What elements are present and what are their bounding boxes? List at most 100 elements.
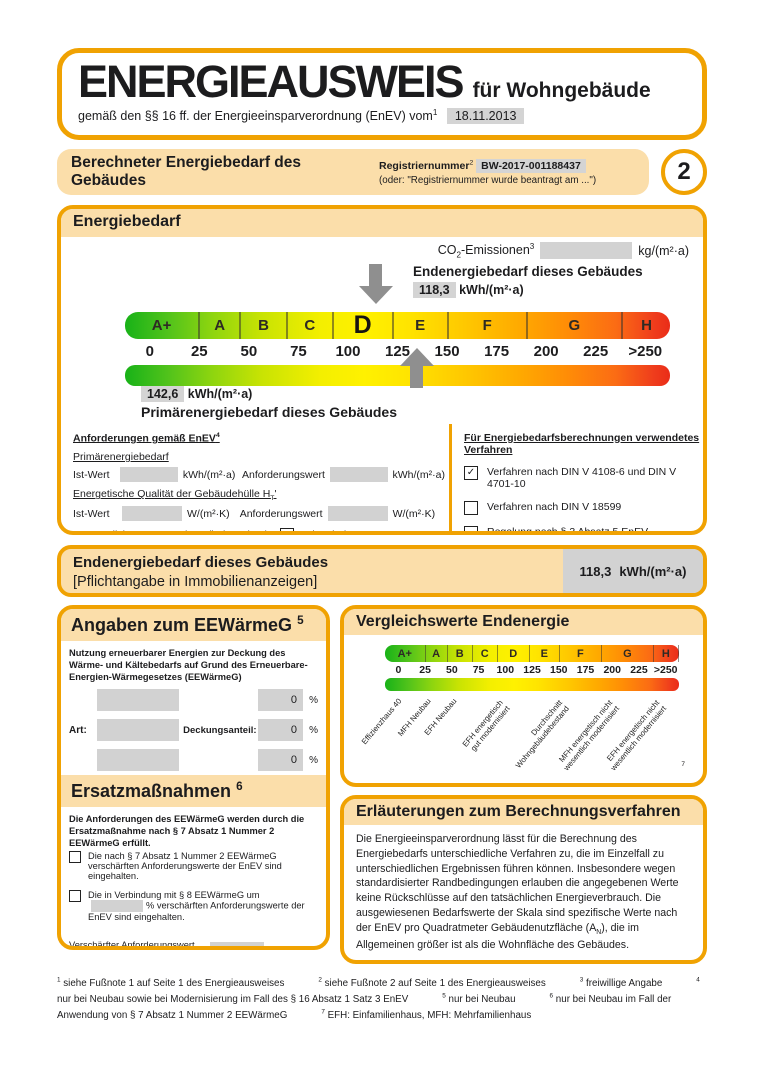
method-label: Verfahren nach DIN V 18599 bbox=[487, 500, 622, 513]
scale-tick-50: 50 bbox=[240, 343, 258, 361]
scale-letter-A: A bbox=[200, 311, 242, 339]
footnote-ref-3: 3 bbox=[529, 242, 535, 251]
co2-label: CO2-Emissionen3 bbox=[437, 242, 535, 260]
footnote-1: 1 siehe Fußnote 1 auf Seite 1 des Energi… bbox=[57, 976, 285, 989]
renewable-type-field[interactable] bbox=[97, 719, 180, 742]
energy-scale-gradient-bar bbox=[125, 364, 670, 386]
energy-scale-letter-bar: A+ A B C D E F G H bbox=[125, 311, 670, 339]
co2-unit: kg/(m²·a) bbox=[638, 243, 689, 258]
method-label: Regelung nach § 3 Absatz 5 EnEV bbox=[487, 525, 649, 535]
coverage-value-field[interactable]: 0 bbox=[257, 749, 304, 772]
scale-tick-225: 225 bbox=[630, 664, 648, 676]
method-option: Verfahren nach DIN V 18599 bbox=[464, 500, 703, 515]
primary-energy-label: Primärenergiebedarf dieses Gebäudes bbox=[141, 403, 397, 420]
anforderungswert-unit: kWh/(m²·a) bbox=[392, 468, 446, 481]
ist-wert-field[interactable] bbox=[122, 506, 182, 522]
co2-value-field[interactable] bbox=[540, 242, 633, 260]
scale-tick-75: 75 bbox=[472, 664, 485, 676]
ersatzmassnahmen-header: Ersatzmaßnahmen 6 bbox=[61, 775, 326, 808]
footnote-5: 5 nur bei Neubau bbox=[442, 992, 516, 1005]
method-heading: Für Energiebedarfsberechnungen verwendet… bbox=[464, 431, 700, 456]
scale-tick-0: 0 bbox=[145, 343, 154, 361]
ersatz-option: Die nach § 7 Absatz 1 Nummer 2 EEWärmeG … bbox=[69, 851, 318, 881]
scale-tick-100: 100 bbox=[496, 664, 515, 676]
ersatz-checkbox-0[interactable] bbox=[69, 851, 81, 864]
method-option: ✓ Verfahren nach DIN V 4108-6 und DIN V 4… bbox=[464, 465, 703, 490]
footnote-ref-1: 1 bbox=[432, 107, 438, 117]
scale-tick-50: 50 bbox=[445, 664, 458, 676]
anforderungswert-label: Anforderungswert bbox=[239, 507, 323, 520]
eewaermeg-row: Art: Deckungsanteil: 0% bbox=[69, 715, 318, 745]
footnote-4: 4 nur bei Neubau sowie bei Modernisierun… bbox=[57, 976, 700, 1005]
explanation-body: Die Energieeinsparverordnung lässt für d… bbox=[356, 833, 679, 951]
enev-date-field[interactable]: 18.11.2013 bbox=[446, 107, 525, 124]
coverage-value-field[interactable]: 0 bbox=[257, 719, 304, 742]
section-title-bar: Berechneter Energiebedarf des Gebäudes R… bbox=[57, 149, 649, 195]
ersatz-label: Die in Verbindung mit § 8 EEWärmeG um % … bbox=[88, 890, 305, 923]
co2-row: CO2-Emissionen3 kg/(m²·a) bbox=[61, 242, 689, 260]
footnote-ref-5: 5 bbox=[297, 614, 304, 627]
method-checkbox-1[interactable] bbox=[464, 500, 478, 515]
summer-heat-protection-label: Sommerlicher Wärmeschutz (bei Neubau) bbox=[73, 529, 268, 531]
scale-tick-175: 175 bbox=[576, 664, 595, 676]
eewaermeg-row: 0% bbox=[69, 685, 318, 715]
scale-tick-25: 25 bbox=[190, 343, 208, 361]
ist-wert-label: Ist-Wert bbox=[73, 468, 110, 481]
scale-letter-C: C bbox=[288, 311, 334, 339]
law-line: gemäß den §§ 16 ff. der Energieeinsparve… bbox=[78, 108, 686, 124]
registration-line: Registriernummer2 BW-2017-001188437 bbox=[379, 158, 635, 173]
scale-letter-G: G bbox=[602, 645, 654, 662]
explanation-section: Erläuterungen zum Berechnungsverfahren D… bbox=[340, 795, 707, 964]
endenergy-summary-value: 118,3 kWh/(m²·a) bbox=[563, 549, 703, 593]
scale-letter-H: H bbox=[641, 316, 652, 334]
scale-letter-F: F bbox=[449, 311, 528, 339]
footnote-ref-4: 4 bbox=[215, 431, 220, 439]
envelope-quality-subheading: Energetische Qualität der Gebäudehülle H… bbox=[73, 488, 277, 503]
deckungsanteil-label: Deckungsanteil: bbox=[183, 724, 257, 736]
summer-heat-protection-checkbox[interactable] bbox=[280, 528, 295, 531]
renewable-type-field[interactable] bbox=[97, 749, 180, 772]
scale-tick-200: 200 bbox=[533, 343, 559, 361]
scale-tick-125: 125 bbox=[523, 664, 541, 676]
endenergy-summary-unit: kWh/(m²·a) bbox=[619, 563, 687, 579]
footnote-7: 7 EFH: Einfamilienhaus, MFH: Mehrfamilie… bbox=[321, 1008, 532, 1021]
ist-wert-label: Ist-Wert bbox=[73, 507, 110, 520]
document-subtitle: für Wohngebäude bbox=[472, 79, 651, 102]
footnote-3: 3 freiwillige Angabe bbox=[579, 976, 663, 989]
scale-tick-200: 200 bbox=[603, 664, 621, 676]
method-checkbox-2[interactable] bbox=[464, 525, 478, 531]
comparison-scale: A+ A B C D E F G H 0 25 50 75 100 125 150 175 200 225 >250 bbox=[385, 645, 679, 691]
scale-tick-0: 0 bbox=[395, 664, 402, 676]
energy-scale: A+ A B C D E F G H 0 25 50 75 100 125 150 175 200 225 >250 bbox=[125, 311, 670, 386]
anforderungswert-field[interactable] bbox=[327, 506, 388, 522]
ersatz-percent-field[interactable] bbox=[91, 900, 143, 913]
primary-energy-marker-arrow-icon bbox=[399, 347, 434, 388]
comparison-label: Effizienzhaus 40 bbox=[359, 696, 404, 747]
ersatz-value-row: Verschärfter Anforderungswert Primärener… bbox=[69, 940, 318, 946]
scale-tick-100: 100 bbox=[335, 343, 361, 361]
ersatzmassnahmen-intro: Die Anforderungen des EEWärmeG werden du… bbox=[69, 814, 305, 849]
comparison-section: Vergleichswerte Endenergie A+ A B C D E F G H 0 2… bbox=[340, 605, 707, 787]
method-checkbox-0[interactable]: ✓ bbox=[464, 465, 478, 480]
ersatz-value-field[interactable] bbox=[210, 942, 264, 946]
requirements-heading: Anforderungen gemäß EnEV4 bbox=[73, 431, 220, 445]
scale-tick-150: 150 bbox=[434, 343, 460, 361]
primary-energy-value-field[interactable]: 142,6 bbox=[141, 385, 185, 402]
renewable-type-field[interactable] bbox=[97, 689, 180, 712]
scale-letter-B: B bbox=[448, 645, 473, 662]
registration-number-field[interactable]: BW-2017-001188437 bbox=[476, 158, 586, 173]
ist-wert-field[interactable] bbox=[120, 467, 178, 483]
ersatz-checkbox-1[interactable] bbox=[69, 890, 81, 903]
scale-tick-225: 225 bbox=[583, 343, 609, 361]
scale-tick-25: 25 bbox=[419, 664, 431, 676]
comparison-scale-ticks: 0 25 50 75 100 125 150 175 200 225 >250 bbox=[385, 662, 679, 678]
footnote-2: 2 siehe Fußnote 2 auf Seite 1 des Energi… bbox=[318, 976, 546, 989]
anforderungswert-label: Anforderungswert bbox=[242, 468, 325, 481]
primary-energy-subheading: Primärenergiebedarf bbox=[73, 451, 169, 464]
anforderungswert-field[interactable] bbox=[329, 467, 388, 483]
coverage-value-field[interactable]: 0 bbox=[257, 689, 304, 712]
enev-requirements-column: Anforderungen gemäß EnEV4 Primärenergieb… bbox=[73, 431, 446, 531]
eewaermeg-header: Angaben zum EEWärmeG 5 bbox=[61, 609, 326, 641]
endenergy-value-field[interactable]: 118,3 bbox=[413, 281, 456, 298]
scale-letter-F: F bbox=[560, 645, 603, 662]
